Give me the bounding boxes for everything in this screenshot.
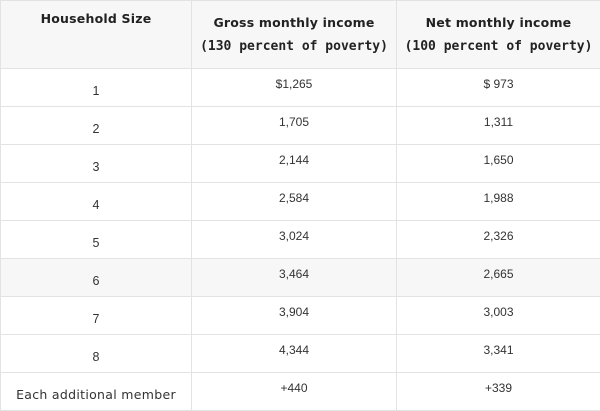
table-row: 5 3,024 2,326 bbox=[1, 221, 600, 259]
gross-income-cell: 3,024 bbox=[192, 221, 397, 259]
header-sublabel: (100 percent of poverty) bbox=[397, 35, 600, 59]
header-household-size: Household Size bbox=[1, 1, 192, 69]
table-row: 1 $1,265 $ 973 bbox=[1, 69, 600, 107]
gross-income-cell: 2,584 bbox=[192, 183, 397, 221]
household-size-cell: Each additional member bbox=[1, 373, 192, 411]
gross-income-cell: 3,904 bbox=[192, 297, 397, 335]
net-income-cell: 1,988 bbox=[397, 183, 600, 221]
table-row: Each additional member +440 +339 bbox=[1, 373, 600, 411]
household-size-cell: 7 bbox=[1, 297, 192, 335]
gross-income-cell: 1,705 bbox=[192, 107, 397, 145]
net-income-cell: 3,003 bbox=[397, 297, 600, 335]
household-size-cell: 6 bbox=[1, 259, 192, 297]
gross-income-cell: 4,344 bbox=[192, 335, 397, 373]
household-size-cell: 1 bbox=[1, 69, 192, 107]
household-size-cell: 2 bbox=[1, 107, 192, 145]
net-income-cell: 2,326 bbox=[397, 221, 600, 259]
household-size-cell: 8 bbox=[1, 335, 192, 373]
header-gross-monthly-income: Gross monthly income (130 percent of pov… bbox=[192, 1, 397, 69]
household-size-cell: 3 bbox=[1, 145, 192, 183]
gross-income-cell: 3,464 bbox=[192, 259, 397, 297]
table-row: 3 2,144 1,650 bbox=[1, 145, 600, 183]
gross-income-cell: $1,265 bbox=[192, 69, 397, 107]
header-sublabel: (130 percent of poverty) bbox=[192, 35, 396, 59]
table-row: 7 3,904 3,003 bbox=[1, 297, 600, 335]
net-income-cell: 2,665 bbox=[397, 259, 600, 297]
household-size-cell: 5 bbox=[1, 221, 192, 259]
table-row: 8 4,344 3,341 bbox=[1, 335, 600, 373]
table-row: 6 3,464 2,665 bbox=[1, 259, 600, 297]
table-header-row: Household Size Gross monthly income (130… bbox=[1, 1, 600, 69]
net-income-cell: 3,341 bbox=[397, 335, 600, 373]
net-income-cell: 1,311 bbox=[397, 107, 600, 145]
header-label: Net monthly income bbox=[397, 11, 600, 35]
header-label: Household Size bbox=[1, 7, 191, 31]
net-income-cell: 1,650 bbox=[397, 145, 600, 183]
table-row: 4 2,584 1,988 bbox=[1, 183, 600, 221]
table-row: 2 1,705 1,311 bbox=[1, 107, 600, 145]
header-label: Gross monthly income bbox=[192, 11, 396, 35]
net-income-cell: +339 bbox=[397, 373, 600, 411]
gross-income-cell: 2,144 bbox=[192, 145, 397, 183]
net-income-cell: $ 973 bbox=[397, 69, 600, 107]
household-size-cell: 4 bbox=[1, 183, 192, 221]
header-net-monthly-income: Net monthly income (100 percent of pover… bbox=[397, 1, 600, 69]
gross-income-cell: +440 bbox=[192, 373, 397, 411]
